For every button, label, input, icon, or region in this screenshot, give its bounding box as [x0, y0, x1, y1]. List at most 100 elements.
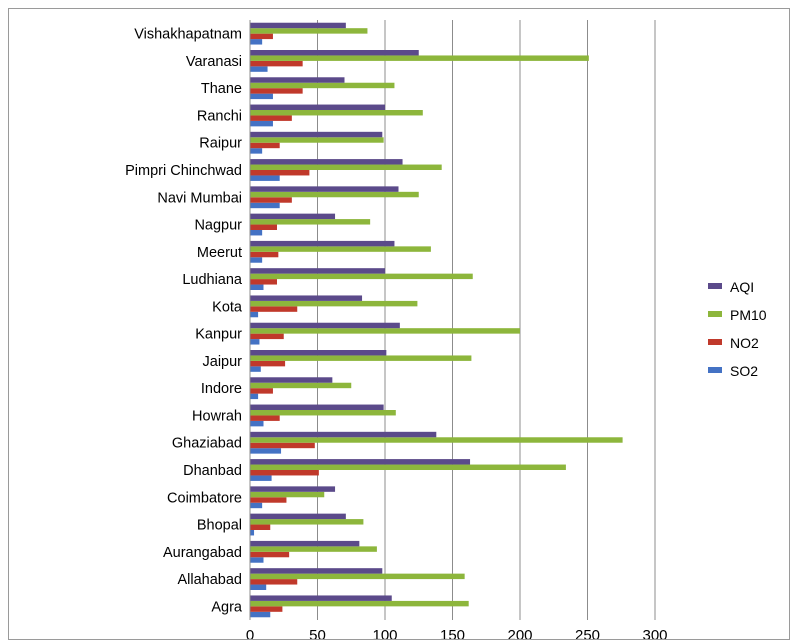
y-tick-label: Varanasi — [186, 54, 242, 70]
legend-swatch-no2 — [708, 339, 722, 345]
x-tick-label: 300 — [642, 627, 667, 639]
bar-no2 — [250, 333, 284, 340]
bar-pm10 — [250, 137, 384, 143]
bar-no2 — [250, 579, 298, 585]
y-tick-label: Ranchi — [197, 108, 242, 124]
bar-pm10 — [250, 273, 473, 280]
bar-aqi — [250, 404, 384, 410]
y-tick-label: Dhanbad — [183, 463, 242, 479]
bar-aqi — [250, 350, 387, 356]
bar-pm10 — [250, 55, 589, 61]
bar-pm10 — [250, 600, 469, 607]
bar-pm10 — [250, 491, 325, 498]
bars — [250, 22, 623, 618]
y-tick-label: Meerut — [197, 245, 242, 261]
bar-so2 — [250, 475, 272, 481]
legend-swatch-so2 — [708, 367, 722, 373]
bar-so2 — [250, 502, 263, 509]
bar-aqi — [250, 213, 336, 220]
bar-no2 — [250, 224, 277, 230]
x-tick-label: 200 — [507, 627, 532, 639]
bar-aqi — [250, 459, 471, 465]
y-tick-label: Coimbatore — [167, 490, 242, 506]
bar-pm10 — [250, 573, 465, 580]
bar-pm10 — [250, 410, 396, 416]
bar-aqi — [250, 77, 345, 83]
x-tick-label: 250 — [575, 627, 600, 639]
bar-so2 — [250, 339, 260, 345]
bar-pm10 — [250, 191, 419, 198]
gridlines — [249, 20, 656, 620]
bar-so2 — [250, 39, 263, 45]
bar-aqi — [250, 322, 400, 329]
y-tick-label: Pimpri Chinchwad — [125, 163, 242, 179]
legend-label-pm10: PM10 — [730, 307, 767, 323]
bar-no2 — [250, 497, 287, 503]
bar-aqi — [250, 377, 333, 383]
y-tick-label: Bhopal — [197, 518, 242, 534]
bar-no2 — [250, 115, 292, 121]
bar-so2 — [250, 257, 263, 263]
bar-aqi — [250, 159, 403, 165]
bar-so2 — [250, 366, 261, 372]
x-tick-label: 50 — [309, 627, 326, 639]
bar-so2 — [250, 202, 280, 209]
bar-aqi — [250, 240, 395, 247]
y-tick-label: Navi Mumbai — [157, 190, 242, 206]
y-tick-label: Indore — [201, 381, 242, 397]
bar-no2 — [250, 442, 315, 449]
y-tick-label: Thane — [201, 81, 242, 97]
y-tick-label: Agra — [211, 599, 243, 615]
bar-so2 — [250, 66, 268, 72]
chart-frame: 0 50 100 150 200 250 300 Agra Allahabad Aurangaba… — [8, 8, 790, 640]
y-tick-label: Howrah — [192, 408, 242, 424]
bar-pm10 — [250, 519, 364, 525]
bar-no2 — [250, 360, 286, 367]
chart-area: 0 50 100 150 200 250 300 Agra Allahabad Aurangaba… — [125, 20, 767, 639]
legend-label-aqi: AQI — [730, 279, 754, 295]
bar-pm10 — [250, 382, 352, 389]
bar-no2 — [250, 142, 280, 149]
y-tick-label: Ludhiana — [182, 272, 243, 288]
bar-no2 — [250, 606, 283, 612]
bar-aqi — [250, 22, 346, 29]
bar-pm10 — [250, 82, 395, 89]
bar-no2 — [250, 88, 303, 94]
bar-pm10 — [250, 355, 472, 361]
bar-so2 — [250, 93, 273, 100]
bar-so2 — [250, 175, 280, 181]
y-tick-label: Nagpur — [194, 218, 242, 234]
bar-pm10 — [250, 219, 371, 225]
bar-so2 — [250, 611, 271, 618]
bar-pm10 — [250, 110, 423, 116]
bar-so2 — [250, 530, 255, 536]
y-tick-label: Ghaziabad — [172, 436, 242, 452]
bar-so2 — [250, 420, 264, 427]
bar-aqi — [250, 595, 392, 601]
bar-pm10 — [250, 28, 368, 34]
y-tick-label: Kota — [212, 299, 243, 315]
y-tick-label: Allahabad — [178, 572, 243, 588]
bar-aqi — [250, 131, 383, 138]
bar-no2 — [250, 306, 298, 312]
bar-no2 — [250, 197, 292, 203]
bar-pm10 — [250, 164, 442, 170]
bar-aqi — [250, 50, 419, 56]
bar-so2 — [250, 120, 273, 127]
bar-aqi — [250, 540, 360, 547]
x-tick-label: 150 — [440, 627, 465, 639]
bar-pm10 — [250, 464, 566, 470]
legend-label-so2: SO2 — [730, 363, 758, 379]
y-tick-label: Aurangabad — [163, 545, 242, 561]
bar-so2 — [250, 230, 263, 236]
bar-aqi — [250, 513, 346, 520]
legend-swatch-aqi — [708, 283, 722, 289]
bar-aqi — [250, 295, 363, 301]
bar-so2 — [250, 393, 259, 400]
y-tick-label: Raipur — [199, 136, 242, 152]
bar-aqi — [250, 268, 385, 274]
bar-no2 — [250, 551, 290, 558]
bar-aqi — [250, 568, 383, 574]
bar-aqi — [250, 186, 399, 192]
bar-no2 — [250, 170, 310, 176]
